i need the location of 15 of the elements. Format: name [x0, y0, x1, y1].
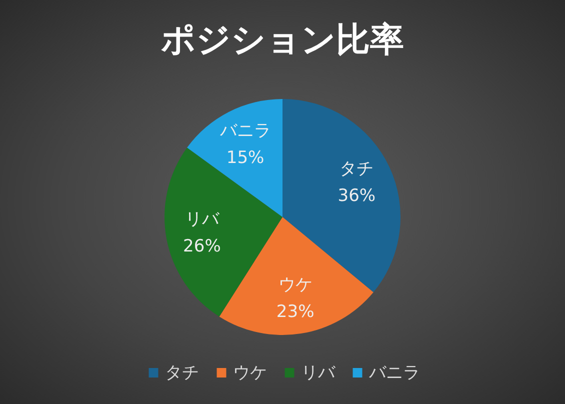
legend-label: バニラ: [368, 362, 420, 383]
legend-label: タチ: [165, 362, 199, 383]
data-label: 26%: [183, 236, 221, 256]
pie-slice: [282, 99, 400, 292]
data-label: 23%: [276, 302, 314, 322]
data-label: 15%: [226, 148, 264, 168]
legend-label: ウケ: [233, 362, 267, 383]
pie-slice: [219, 217, 374, 335]
legend-label: リバ: [301, 362, 336, 383]
chart-title: ポジション比率: [161, 20, 404, 60]
slice-label: リバ: [184, 209, 220, 230]
data-label: 36%: [338, 186, 376, 206]
slice-label: タチ: [340, 159, 374, 180]
slice-label: ウケ: [278, 274, 312, 295]
slice-label: バニラ: [218, 120, 271, 141]
